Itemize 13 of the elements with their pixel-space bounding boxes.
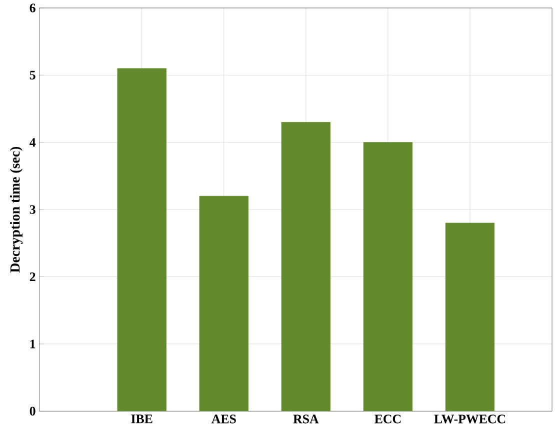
- y-tick-label: 6: [30, 4, 36, 12]
- y-tick-label: 1: [30, 340, 36, 348]
- x-tick-label: ECC: [374, 414, 401, 424]
- x-tick-label: LW-PWECC: [434, 414, 506, 424]
- x-tick-label: AES: [211, 414, 236, 424]
- y-tick-label: 0: [30, 406, 36, 416]
- x-tick-label: IBE: [131, 414, 152, 424]
- y-tick-label: 4: [30, 138, 36, 147]
- x-tick-label: RSA: [293, 414, 319, 424]
- y-axis-title: Decryption time (sec): [10, 146, 23, 273]
- y-tick-label: 2: [30, 272, 36, 282]
- y-tick-label: 5: [30, 70, 36, 80]
- y-tick-label: 3: [30, 205, 36, 214]
